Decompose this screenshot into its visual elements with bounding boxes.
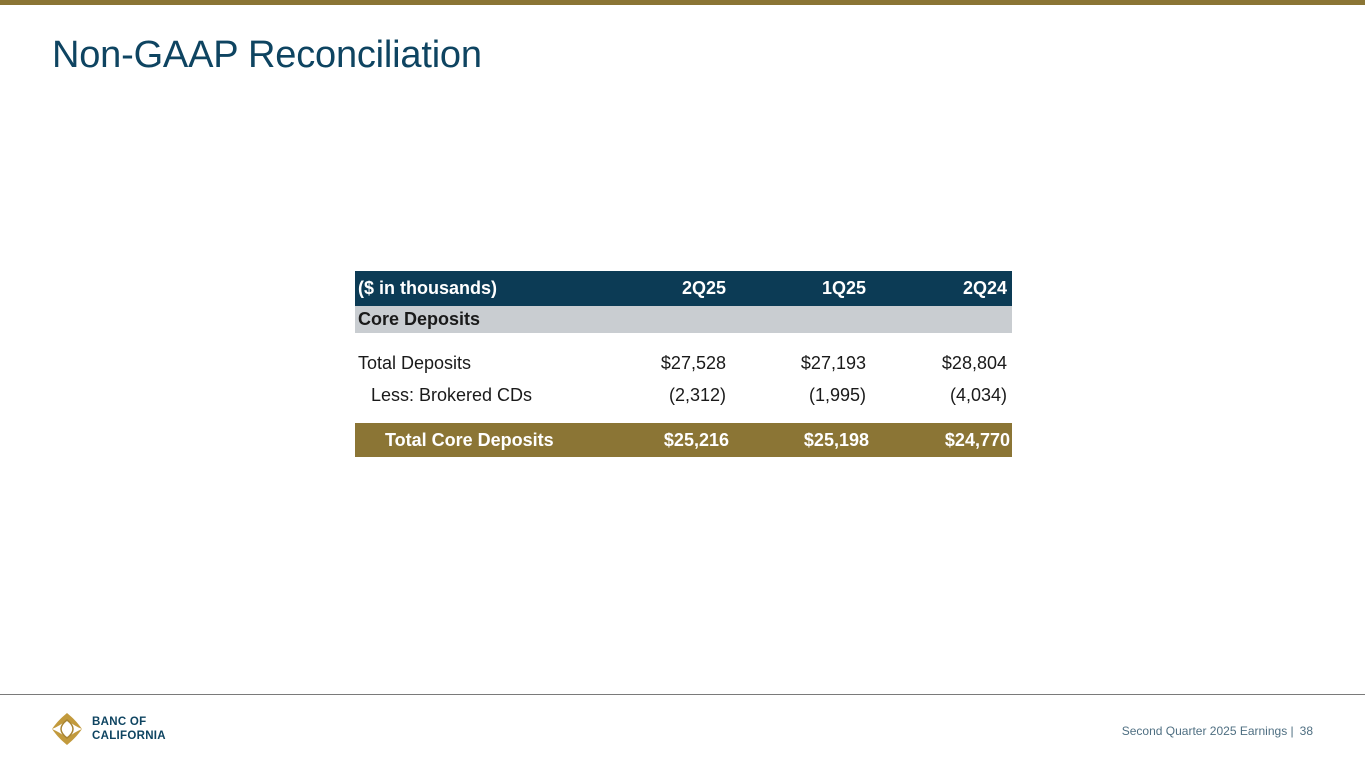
row-value: $27,528	[660, 352, 726, 373]
table-row: Less: Brokered CDs (2,312) (1,995) (4,03…	[355, 379, 1012, 411]
reconciliation-table: ($ in thousands) 2Q25 1Q25 2Q24 Core Dep…	[355, 271, 1012, 457]
section-title: Core Deposits	[355, 306, 1012, 333]
logo-mark-icon	[52, 713, 82, 745]
section-row: Core Deposits	[355, 306, 1012, 333]
header-period-1q25: 1Q25	[731, 271, 871, 306]
row-value: (4,034)	[949, 384, 1007, 405]
company-logo: BANC OF CALIFORNIA	[51, 712, 166, 746]
row-value: $27,193	[800, 352, 866, 373]
spacer-row	[355, 333, 1012, 347]
total-label: Total Core Deposits	[355, 423, 591, 457]
table-header-row: ($ in thousands) 2Q25 1Q25 2Q24	[355, 271, 1012, 306]
row-value: (1,995)	[808, 384, 866, 405]
row-label: Less: Brokered CDs	[371, 384, 533, 405]
footer-caption: Second Quarter 2025 Earnings | 38	[1122, 724, 1313, 738]
page-title: Non-GAAP Reconciliation	[52, 34, 482, 76]
logo-line-2: CALIFORNIA	[92, 730, 166, 742]
header-units-label: ($ in thousands)	[355, 271, 591, 306]
row-value: $28,804	[941, 352, 1007, 373]
table-row: Total Deposits $27,528 $27,193 $28,804	[355, 347, 1012, 379]
footer-caption-text: Second Quarter 2025 Earnings |	[1121, 724, 1294, 738]
spacer-row	[355, 411, 1012, 423]
header-period-2q24: 2Q24	[871, 271, 1012, 306]
row-label: Total Deposits	[358, 352, 472, 373]
row-value: (2,312)	[668, 384, 726, 405]
logo-wordmark: BANC OF CALIFORNIA	[92, 715, 166, 743]
footer-divider	[0, 694, 1365, 695]
total-value: $25,198	[731, 423, 871, 457]
page-number: 38	[1299, 724, 1313, 738]
logo-line-1: BANC OF	[92, 716, 147, 728]
total-value: $24,770	[871, 423, 1012, 457]
total-row: Total Core Deposits $25,216 $25,198 $24,…	[355, 423, 1012, 457]
top-accent-bar	[0, 0, 1365, 5]
header-period-2q25: 2Q25	[591, 271, 731, 306]
total-value: $25,216	[591, 423, 731, 457]
